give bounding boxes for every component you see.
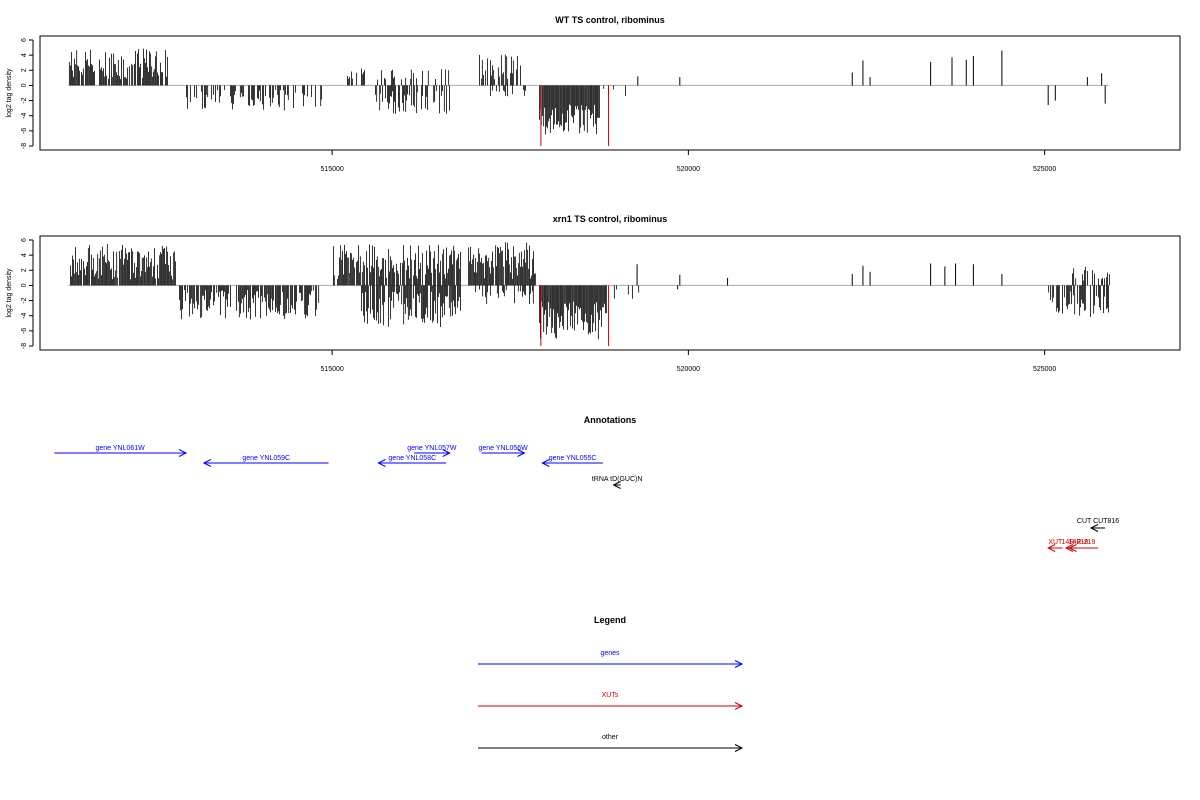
wt-y-tick-label: 0 (21, 83, 28, 87)
annotation-label: tRNA tD(GUC)N (592, 476, 643, 483)
legend-label: genes (600, 650, 620, 657)
wt-x-tick-label: 515000 (320, 166, 343, 173)
xrn1-y-tick-label: 0 (21, 283, 28, 287)
annotation-label: gene YNL055C (549, 455, 597, 462)
wt-y-tick-label: -8 (21, 143, 28, 149)
annotation-label: 14R-219 (1069, 539, 1096, 546)
wt-y-axis: -8 -6 -4 -2 0 2 4 6 (21, 38, 34, 149)
wt-bars (68, 48, 1109, 146)
wt-y-tick-label: -2 (21, 97, 28, 103)
xrn1-y-tick-label: -8 (21, 343, 28, 349)
wt-y-axis-label: log2 tag density (6, 68, 13, 118)
wt-y-tick-label: -6 (21, 128, 28, 134)
annotation-label: gene YNL059C (242, 455, 290, 462)
xrn1-y-tick-label: -4 (21, 313, 28, 319)
xrn1-bars (68, 242, 1110, 346)
annotation-arrow-head (377, 459, 386, 467)
annotation-label: gene YNL058C (388, 455, 436, 462)
legend-label: XUTs (602, 692, 619, 699)
legend-panel: Legend genes XUTs other (478, 615, 744, 752)
xrn1-x-tick-label: 515000 (320, 366, 343, 373)
wt-x-tick-label: 525000 (1033, 166, 1056, 173)
annotation-arrow-head (442, 449, 451, 457)
wt-y-tick-label: 2 (21, 68, 28, 72)
wt-plot-frame (39, 35, 1181, 151)
annotations-title: Annotations (584, 415, 637, 425)
annotation-arrow-head (178, 449, 188, 457)
legend-arrow-head (734, 744, 744, 752)
xrn1-y-tick-label: -6 (21, 328, 28, 334)
wt-y-tick-label: 6 (21, 38, 28, 42)
xrn1-x-axis: 515000 520000 525000 (320, 350, 1056, 373)
annotation-arrow-head (541, 459, 550, 467)
legend-label: other (602, 734, 619, 741)
annotation-arrow-head (1064, 544, 1074, 552)
wt-y-tick-label: -4 (21, 113, 28, 119)
annotation-arrow-head (1047, 544, 1056, 552)
annotation-arrow-head (517, 449, 526, 457)
annotation-arrow-head (612, 481, 621, 489)
xrn1-y-axis: -8 -6 -4 -2 0 2 4 6 (21, 238, 34, 349)
xrn1-y-tick-label: 2 (21, 268, 28, 272)
annotation-label: gene YNL057W (407, 445, 457, 452)
annotation-label: gene YNL056W (478, 445, 528, 452)
xrn1-y-tick-label: 4 (21, 253, 28, 257)
annotation-arrow-head (202, 459, 212, 467)
wt-x-tick-label: 520000 (677, 166, 700, 173)
annotation-arrow-head (1068, 544, 1077, 552)
xrn1-y-tick-label: 6 (21, 238, 28, 242)
xrn1-x-tick-label: 525000 (1033, 366, 1056, 373)
xrn1-panel-title: xrn1 TS control, ribominus (553, 214, 668, 224)
xrn1-plot-frame (39, 235, 1181, 351)
xrn1-x-tick-label: 520000 (677, 366, 700, 373)
xrn1-y-axis-label: log2 tag density (6, 268, 13, 318)
annotation-label: gene YNL061W (96, 445, 146, 452)
wt-panel-title: WT TS control, ribominus (555, 15, 665, 25)
legend-arrow-head (734, 702, 744, 710)
legend-entries: genes XUTs other (478, 650, 744, 752)
annotation-features: gene YNL061W gene YNL059C gene YNL057W gene… (54, 445, 1119, 552)
annotation-label: CUT CUT816 (1077, 518, 1119, 525)
wt-panel: WT TS control, ribominus log2 tag densit… (6, 15, 1181, 173)
legend-title: Legend (594, 615, 626, 625)
annotation-label: 14R-218 (1061, 539, 1088, 546)
wt-x-axis: 515000 520000 525000 (320, 150, 1056, 173)
xrn1-y-tick-label: -2 (21, 297, 28, 303)
annotation-arrow-head (1089, 524, 1099, 532)
xrn1-panel: xrn1 TS control, ribominus log2 tag dens… (6, 214, 1181, 373)
legend-arrow-head (734, 660, 744, 668)
annotation-label: XUT (1048, 539, 1063, 546)
wt-y-tick-label: 4 (21, 53, 28, 57)
